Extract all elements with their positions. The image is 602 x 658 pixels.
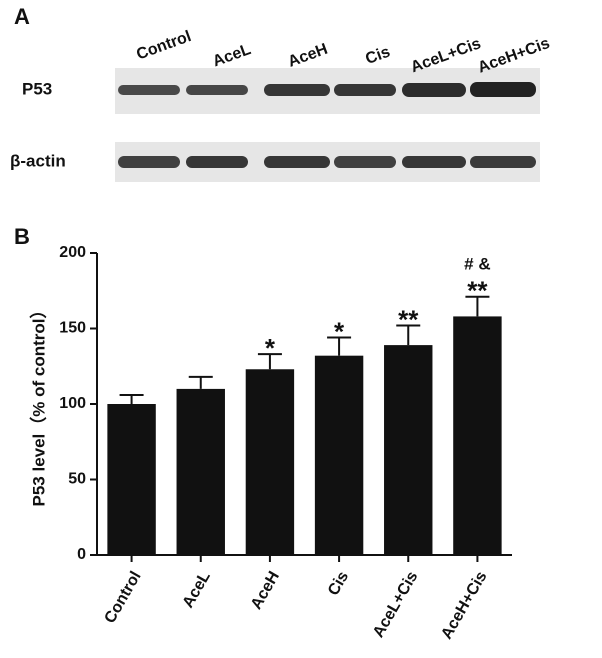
x-tick-label: AceL+Cis [370,569,421,641]
y-tick-label: 200 [59,244,86,261]
y-tick-label: 50 [68,471,86,488]
y-tick-label: 0 [77,546,86,563]
x-tick-label: AceH+Cis [438,569,490,643]
error-bar [119,393,144,404]
y-tick-label: 150 [59,320,86,337]
blot-row-label: β-actin [10,151,66,170]
lane-label: AceL [211,41,254,70]
blot-bands [118,82,536,168]
panel-label: B [14,224,30,249]
lane-label: Control [134,28,193,63]
panel-label: A [14,4,30,29]
y-axis-label: P53 level（% of control） [28,302,48,507]
significance-label: ** [398,304,419,334]
blot-row-label: P53 [22,79,52,98]
error-bar [257,353,282,370]
bar [453,316,502,555]
bar [176,388,225,555]
x-tick-label: AceL [180,568,214,611]
lane-label: AceH [286,41,330,71]
bar [107,404,156,555]
x-tick-label: Cis [325,569,352,599]
bar [245,369,295,555]
x-tick-label: Control [102,569,145,627]
error-bar [188,375,213,389]
significance-label: # & [464,254,490,273]
significance-label: * [334,316,345,346]
x-tick-label: AceH [248,569,283,613]
bar [384,345,433,555]
significance-label: ** [467,276,488,306]
error-bar [465,295,490,317]
significance-label: * [265,333,276,363]
bar [314,355,364,555]
error-bar [396,324,421,346]
y-tick-label: 100 [59,395,86,412]
lane-label: Cis [363,43,392,68]
error-bar [327,336,352,356]
